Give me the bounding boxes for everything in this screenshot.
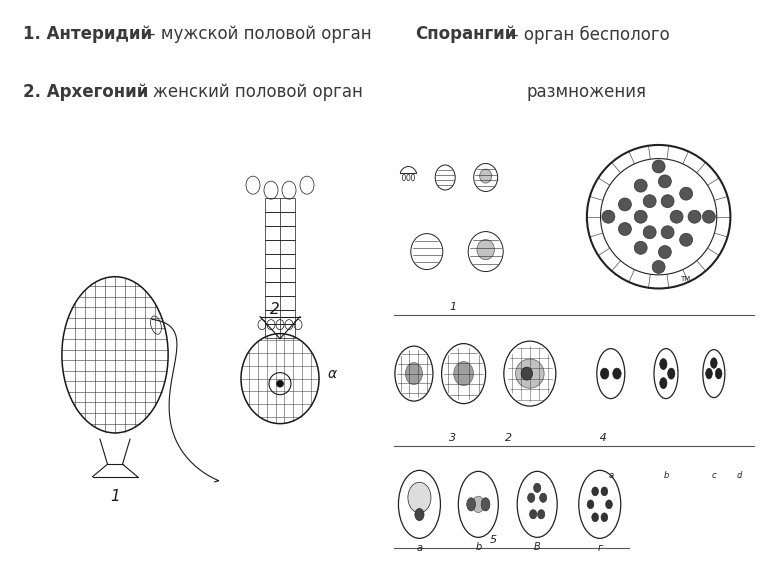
Text: 3: 3 — [449, 433, 456, 442]
Ellipse shape — [670, 210, 683, 223]
Ellipse shape — [661, 226, 674, 238]
Text: B: B — [534, 543, 541, 552]
Ellipse shape — [601, 487, 607, 496]
Ellipse shape — [658, 175, 671, 188]
Ellipse shape — [644, 226, 656, 238]
Bar — [265, 254, 295, 268]
Text: Спорангий: Спорангий — [415, 25, 516, 43]
Bar — [265, 296, 295, 310]
Ellipse shape — [408, 482, 431, 513]
Ellipse shape — [521, 367, 532, 380]
Text: 1: 1 — [110, 489, 120, 504]
Ellipse shape — [592, 487, 598, 496]
Ellipse shape — [601, 513, 607, 522]
Text: 1. Антеридий: 1. Антеридий — [23, 25, 152, 43]
Ellipse shape — [538, 510, 545, 519]
Text: a: a — [608, 471, 614, 480]
Ellipse shape — [667, 368, 675, 379]
Ellipse shape — [472, 496, 485, 513]
Ellipse shape — [477, 240, 495, 260]
Ellipse shape — [706, 368, 712, 379]
Ellipse shape — [592, 513, 598, 522]
Ellipse shape — [660, 378, 667, 389]
Ellipse shape — [515, 359, 545, 388]
Text: 1: 1 — [449, 302, 456, 312]
Ellipse shape — [588, 500, 594, 509]
Ellipse shape — [613, 368, 621, 379]
Ellipse shape — [528, 493, 535, 502]
Text: размножения: размножения — [526, 83, 646, 101]
Ellipse shape — [276, 380, 283, 387]
Text: b: b — [664, 471, 669, 480]
Ellipse shape — [680, 187, 693, 200]
Ellipse shape — [715, 368, 722, 379]
Ellipse shape — [530, 510, 537, 519]
Ellipse shape — [480, 169, 492, 183]
Ellipse shape — [534, 483, 541, 492]
Text: 2                         4: 2 4 — [505, 433, 607, 442]
Bar — [265, 198, 295, 212]
Ellipse shape — [652, 260, 665, 274]
Bar — [265, 310, 295, 324]
Ellipse shape — [467, 498, 475, 511]
Ellipse shape — [634, 210, 647, 223]
Ellipse shape — [658, 245, 671, 259]
Text: – орган бесполого: – орган бесполого — [505, 25, 670, 44]
Ellipse shape — [660, 359, 667, 370]
Text: d: d — [737, 471, 743, 480]
Ellipse shape — [481, 498, 490, 511]
Text: a: a — [416, 543, 422, 554]
Text: – женский половой орган: – женский половой орган — [134, 83, 363, 101]
Ellipse shape — [652, 160, 665, 173]
Text: 2. Архегоний: 2. Архегоний — [23, 83, 148, 101]
Ellipse shape — [644, 195, 656, 207]
Ellipse shape — [406, 363, 422, 385]
Bar — [265, 324, 295, 338]
Ellipse shape — [634, 179, 647, 192]
Ellipse shape — [634, 241, 647, 254]
Ellipse shape — [601, 368, 609, 379]
Text: b: b — [475, 543, 482, 552]
Bar — [265, 226, 295, 240]
Ellipse shape — [688, 210, 701, 223]
Text: – мужской половой орган: – мужской половой орган — [142, 25, 372, 43]
Bar — [265, 212, 295, 226]
Ellipse shape — [703, 210, 715, 223]
Ellipse shape — [618, 222, 631, 236]
Ellipse shape — [710, 358, 717, 368]
Ellipse shape — [606, 500, 612, 509]
Text: α: α — [328, 367, 337, 381]
Text: TM: TM — [680, 276, 690, 282]
Text: c: c — [711, 471, 716, 480]
Ellipse shape — [661, 195, 674, 207]
Bar — [265, 240, 295, 254]
Ellipse shape — [415, 509, 424, 521]
Text: 5: 5 — [489, 535, 497, 545]
Bar — [265, 268, 295, 282]
Ellipse shape — [540, 493, 547, 502]
Ellipse shape — [602, 210, 615, 223]
Ellipse shape — [454, 362, 474, 385]
Text: 2: 2 — [270, 302, 280, 317]
Ellipse shape — [618, 198, 631, 211]
Text: г: г — [598, 543, 602, 554]
Ellipse shape — [680, 233, 693, 246]
Bar — [265, 282, 295, 296]
